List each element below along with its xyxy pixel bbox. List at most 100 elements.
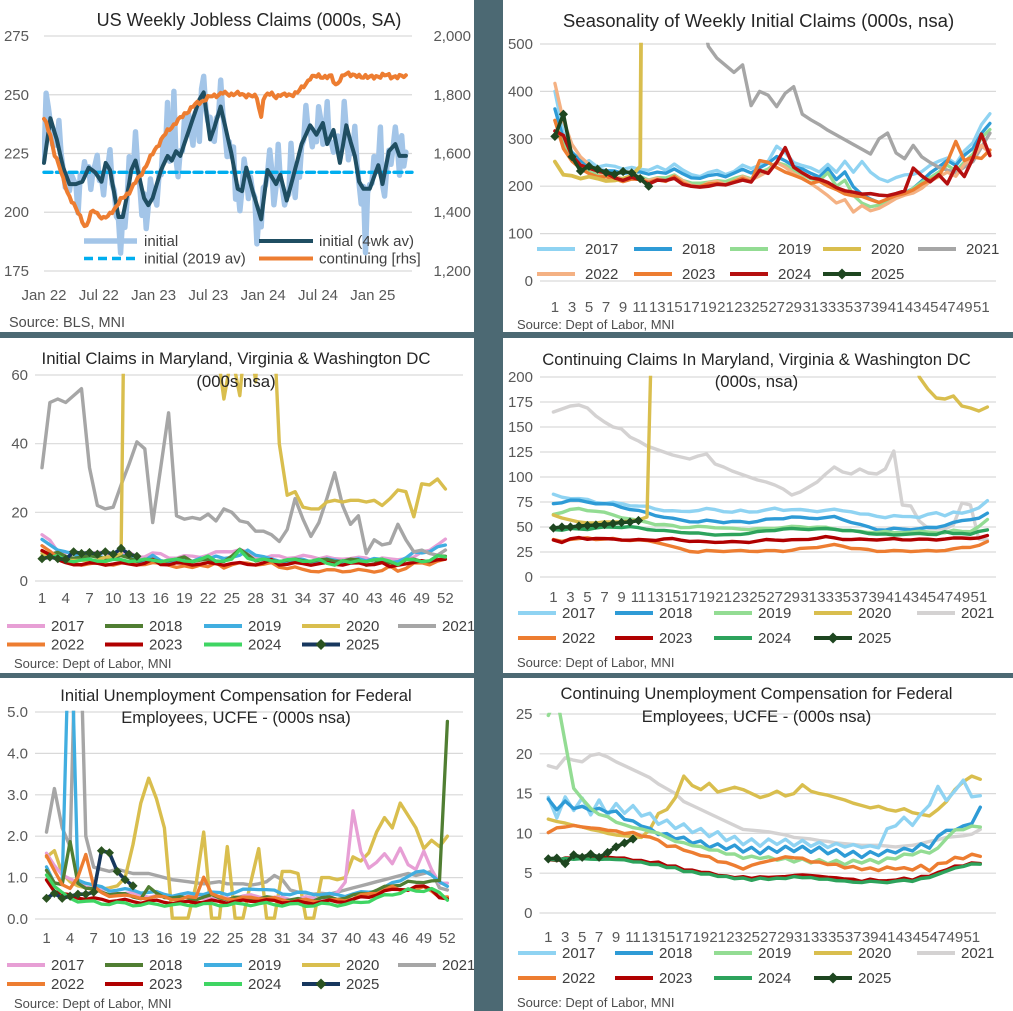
svg-text:27: 27 bbox=[760, 929, 777, 946]
svg-text:1.0: 1.0 bbox=[7, 870, 28, 887]
svg-text:35: 35 bbox=[828, 929, 845, 946]
svg-text:13: 13 bbox=[649, 299, 666, 316]
svg-text:1,800: 1,800 bbox=[433, 87, 471, 104]
svg-text:2020: 2020 bbox=[858, 945, 891, 962]
svg-text:37: 37 bbox=[318, 590, 335, 607]
svg-text:2023: 2023 bbox=[149, 637, 182, 654]
svg-text:2021: 2021 bbox=[442, 618, 474, 635]
svg-text:2021: 2021 bbox=[961, 605, 994, 622]
svg-text:11: 11 bbox=[631, 589, 647, 606]
svg-text:60: 60 bbox=[11, 367, 28, 384]
svg-text:25: 25 bbox=[751, 299, 768, 316]
svg-text:Employees, UCFE - (000s nsa): Employees, UCFE - (000s nsa) bbox=[121, 708, 351, 727]
svg-text:(000s, nsa): (000s, nsa) bbox=[715, 372, 798, 391]
svg-text:2025: 2025 bbox=[871, 266, 904, 283]
svg-text:2019: 2019 bbox=[778, 241, 811, 258]
svg-text:10: 10 bbox=[516, 825, 533, 842]
svg-text:2025: 2025 bbox=[858, 630, 891, 647]
svg-text:15: 15 bbox=[659, 929, 676, 946]
svg-text:100: 100 bbox=[508, 226, 533, 243]
svg-text:40: 40 bbox=[345, 930, 362, 947]
svg-text:125: 125 bbox=[508, 444, 533, 461]
svg-text:34: 34 bbox=[298, 930, 315, 947]
svg-text:4.0: 4.0 bbox=[7, 745, 28, 762]
svg-text:41: 41 bbox=[888, 299, 905, 316]
svg-text:45: 45 bbox=[919, 589, 936, 606]
svg-text:10: 10 bbox=[105, 590, 122, 607]
svg-text:175: 175 bbox=[508, 394, 533, 411]
svg-text:19: 19 bbox=[700, 299, 717, 316]
svg-text:2024: 2024 bbox=[758, 630, 791, 647]
svg-text:5: 5 bbox=[524, 865, 532, 882]
svg-text:(000s nsa): (000s nsa) bbox=[196, 372, 275, 391]
svg-text:Source: Dept of Labor, MNI: Source: Dept of Labor, MNI bbox=[14, 656, 172, 671]
svg-text:23: 23 bbox=[732, 589, 749, 606]
svg-text:47: 47 bbox=[937, 589, 954, 606]
svg-text:49: 49 bbox=[413, 590, 430, 607]
svg-text:13: 13 bbox=[129, 590, 146, 607]
svg-text:49: 49 bbox=[956, 299, 973, 316]
svg-text:2022: 2022 bbox=[51, 976, 84, 993]
svg-text:45: 45 bbox=[913, 929, 930, 946]
svg-text:13: 13 bbox=[132, 930, 149, 947]
svg-text:41: 41 bbox=[885, 589, 902, 606]
svg-text:2,000: 2,000 bbox=[433, 28, 471, 45]
svg-text:40: 40 bbox=[342, 590, 359, 607]
svg-text:2018: 2018 bbox=[149, 618, 182, 635]
svg-text:7: 7 bbox=[90, 930, 98, 947]
svg-text:25: 25 bbox=[749, 589, 766, 606]
svg-text:2023: 2023 bbox=[659, 630, 692, 647]
svg-text:37: 37 bbox=[321, 930, 338, 947]
svg-text:0.0: 0.0 bbox=[7, 911, 28, 928]
svg-text:25: 25 bbox=[516, 544, 533, 561]
svg-text:2019: 2019 bbox=[248, 957, 281, 974]
svg-text:46: 46 bbox=[392, 930, 409, 947]
svg-text:Initial Unemployment Compensat: Initial Unemployment Compensation for Fe… bbox=[60, 686, 411, 705]
svg-text:1: 1 bbox=[42, 930, 50, 947]
svg-text:19: 19 bbox=[180, 930, 197, 947]
svg-text:2022: 2022 bbox=[585, 266, 618, 283]
svg-text:2018: 2018 bbox=[149, 957, 182, 974]
svg-text:9: 9 bbox=[619, 299, 627, 316]
svg-text:7: 7 bbox=[595, 929, 603, 946]
svg-text:100: 100 bbox=[508, 469, 533, 486]
svg-text:500: 500 bbox=[508, 36, 533, 53]
svg-text:37: 37 bbox=[854, 299, 871, 316]
svg-text:49: 49 bbox=[947, 929, 964, 946]
svg-text:225: 225 bbox=[4, 146, 29, 163]
svg-text:13: 13 bbox=[642, 929, 659, 946]
svg-text:3: 3 bbox=[561, 929, 569, 946]
svg-text:2020: 2020 bbox=[346, 618, 379, 635]
svg-text:1: 1 bbox=[549, 589, 557, 606]
svg-text:2022: 2022 bbox=[51, 637, 84, 654]
svg-text:43: 43 bbox=[902, 589, 919, 606]
svg-text:Jan 22: Jan 22 bbox=[21, 287, 66, 304]
svg-text:41: 41 bbox=[879, 929, 896, 946]
svg-text:Jul 24: Jul 24 bbox=[298, 287, 338, 304]
svg-text:16: 16 bbox=[152, 590, 169, 607]
svg-text:2019: 2019 bbox=[758, 605, 791, 622]
svg-text:200: 200 bbox=[508, 178, 533, 195]
svg-text:11: 11 bbox=[632, 299, 648, 316]
svg-text:75: 75 bbox=[516, 494, 533, 511]
svg-text:49: 49 bbox=[954, 589, 971, 606]
svg-text:Source: BLS, MNI: Source: BLS, MNI bbox=[9, 315, 125, 331]
svg-text:17: 17 bbox=[683, 299, 700, 316]
svg-text:3.0: 3.0 bbox=[7, 787, 28, 804]
svg-text:2025: 2025 bbox=[346, 976, 379, 993]
svg-text:51: 51 bbox=[971, 589, 988, 606]
svg-text:51: 51 bbox=[973, 299, 990, 316]
svg-text:Seasonality of Weekly Initial: Seasonality of Weekly Initial Claims (00… bbox=[563, 10, 954, 31]
svg-text:25: 25 bbox=[223, 590, 240, 607]
svg-text:175: 175 bbox=[4, 263, 29, 280]
svg-text:11: 11 bbox=[625, 929, 641, 946]
svg-text:5.0: 5.0 bbox=[7, 704, 28, 721]
svg-text:28: 28 bbox=[247, 590, 264, 607]
svg-text:2020: 2020 bbox=[871, 241, 904, 258]
svg-text:2017: 2017 bbox=[562, 945, 595, 962]
svg-text:1,600: 1,600 bbox=[433, 146, 471, 163]
svg-text:2023: 2023 bbox=[659, 970, 692, 987]
svg-text:27: 27 bbox=[766, 589, 783, 606]
svg-text:5: 5 bbox=[585, 299, 593, 316]
svg-text:150: 150 bbox=[508, 419, 533, 436]
